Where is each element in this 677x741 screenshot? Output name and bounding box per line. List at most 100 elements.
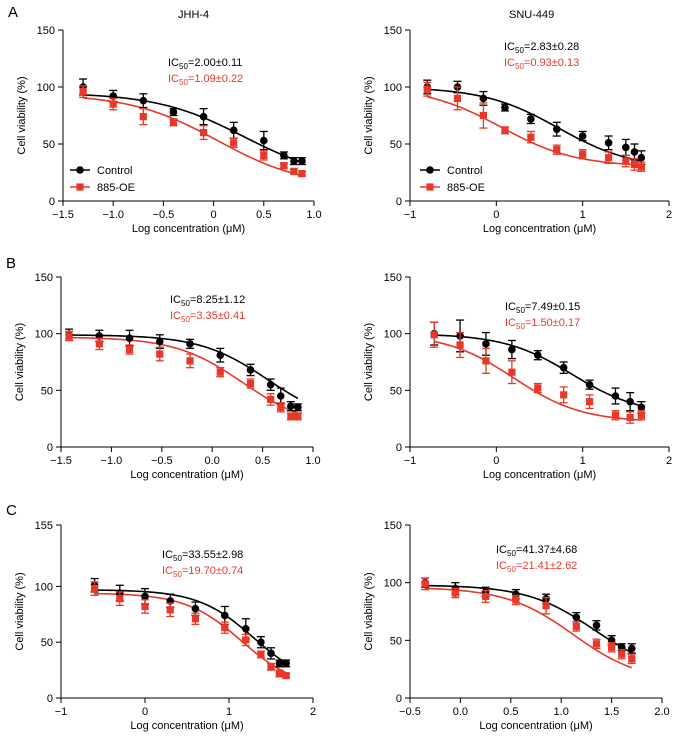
y-tick-label: 0: [396, 196, 402, 208]
x-tick-label: −1: [404, 455, 417, 467]
y-tick-label: 50: [43, 139, 55, 151]
x-tick-label: −1.5: [52, 209, 74, 221]
data-point-oe: [637, 411, 645, 419]
fit-curve-oe: [427, 96, 642, 166]
data-point-oe: [501, 126, 509, 134]
data-point-control: [257, 638, 265, 646]
data-point-control: [280, 151, 288, 160]
y-tick-label: 50: [390, 385, 402, 397]
data-point-control: [186, 340, 194, 348]
x-tick-label: 0.5: [256, 209, 271, 221]
data-point-control: [592, 621, 601, 630]
data-point-control: [275, 659, 284, 668]
data-point-oe: [275, 669, 283, 678]
data-point-oe: [282, 672, 290, 680]
ic50-label-control: IC50=7.49±0.15: [505, 301, 580, 315]
y-axis-label: Cell viability (%): [16, 76, 28, 154]
data-point-control: [125, 334, 134, 343]
data-point-control: [191, 604, 200, 613]
x-axis-label: Log concentration (μM): [479, 720, 592, 732]
fit-curve-control: [83, 94, 303, 163]
legend-label-oe: 885-OE: [97, 182, 135, 194]
data-point-oe: [280, 162, 288, 170]
legend-marker-control: [426, 166, 434, 174]
data-point-oe: [267, 395, 275, 403]
y-tick-label: 150: [384, 520, 402, 532]
data-point-oe: [421, 580, 429, 588]
data-point-control: [216, 351, 225, 360]
ic50-label-control: IC50=41.37±4.68: [496, 544, 577, 558]
ic50-label-oe: IC50=3.35±0.41: [170, 310, 245, 324]
data-point-control: [552, 125, 561, 133]
data-point-oe: [608, 643, 616, 651]
data-point-oe: [592, 640, 601, 648]
y-tick-label: 150: [384, 272, 402, 284]
panel-letter-c: C: [6, 502, 17, 519]
y-tick-label: 150: [35, 272, 53, 284]
y-axis-label: Cell viability (%): [14, 572, 26, 650]
y-tick-label: 50: [390, 139, 402, 151]
x-tick-label: 2.0: [654, 706, 669, 718]
data-point-oe: [453, 94, 462, 102]
x-tick-label: 1.5: [604, 706, 619, 718]
y-tick-label: 0: [47, 693, 53, 705]
data-point-control: [572, 613, 581, 622]
data-point-oe: [451, 589, 459, 597]
data-point-oe: [479, 111, 487, 120]
data-point-control: [527, 115, 535, 123]
data-point-control: [508, 345, 516, 354]
x-tick-label: 2: [666, 455, 672, 467]
legend-marker-oe: [426, 183, 434, 191]
fit-curve-oe: [425, 587, 633, 669]
legend-label-control: Control: [447, 165, 482, 177]
data-point-oe: [199, 129, 208, 137]
data-point-oe: [456, 341, 464, 349]
x-tick-label: 0.5: [503, 706, 518, 718]
y-tick-label: 100: [37, 82, 55, 94]
x-tick-label: 0: [493, 209, 499, 221]
data-point-oe: [423, 85, 431, 93]
data-point-control: [637, 153, 646, 162]
x-tick-label: 1: [226, 706, 232, 718]
x-tick-label: −0.5: [399, 706, 421, 718]
data-point-oe: [242, 636, 250, 644]
data-point-oe: [65, 332, 73, 340]
data-point-control: [630, 148, 639, 156]
x-tick-label: 0: [211, 209, 217, 221]
data-point-control: [559, 363, 568, 372]
data-point-oe: [527, 133, 535, 141]
fit-curve-control: [434, 334, 642, 407]
data-point-oe: [622, 157, 630, 165]
x-tick-label: −1.0: [102, 209, 124, 221]
data-point-control: [290, 157, 298, 165]
data-point-oe: [246, 379, 255, 388]
x-tick-label: 0.0: [453, 706, 468, 718]
legend-marker-control: [76, 166, 84, 174]
data-point-oe: [186, 357, 194, 365]
data-point-oe: [230, 139, 238, 147]
data-point-oe: [79, 87, 87, 96]
data-point-control: [479, 94, 488, 103]
data-point-control: [627, 644, 636, 653]
legend-marker-oe: [76, 183, 84, 191]
x-tick-label: −1: [55, 706, 68, 718]
data-point-control: [604, 139, 613, 147]
ic50-label-oe: IC50=0.93±0.13: [504, 57, 579, 71]
fit-curve-oe: [83, 97, 303, 177]
data-point-oe: [482, 357, 490, 365]
data-point-control: [141, 592, 149, 601]
x-axis-label: Log concentration (μM): [130, 720, 243, 732]
data-point-oe: [191, 615, 199, 623]
data-point-control: [242, 625, 250, 633]
data-point-oe: [287, 412, 295, 420]
ic50-label-control: IC50=33.55±2.98: [162, 549, 243, 563]
data-point-oe: [125, 345, 134, 354]
y-tick-label: 100: [35, 329, 53, 341]
data-point-control: [533, 351, 542, 360]
fit-curve-control: [69, 334, 299, 400]
data-point-oe: [508, 368, 516, 376]
ic50-label-control: IC50=2.00±0.11: [168, 57, 242, 71]
data-point-oe: [512, 596, 520, 604]
